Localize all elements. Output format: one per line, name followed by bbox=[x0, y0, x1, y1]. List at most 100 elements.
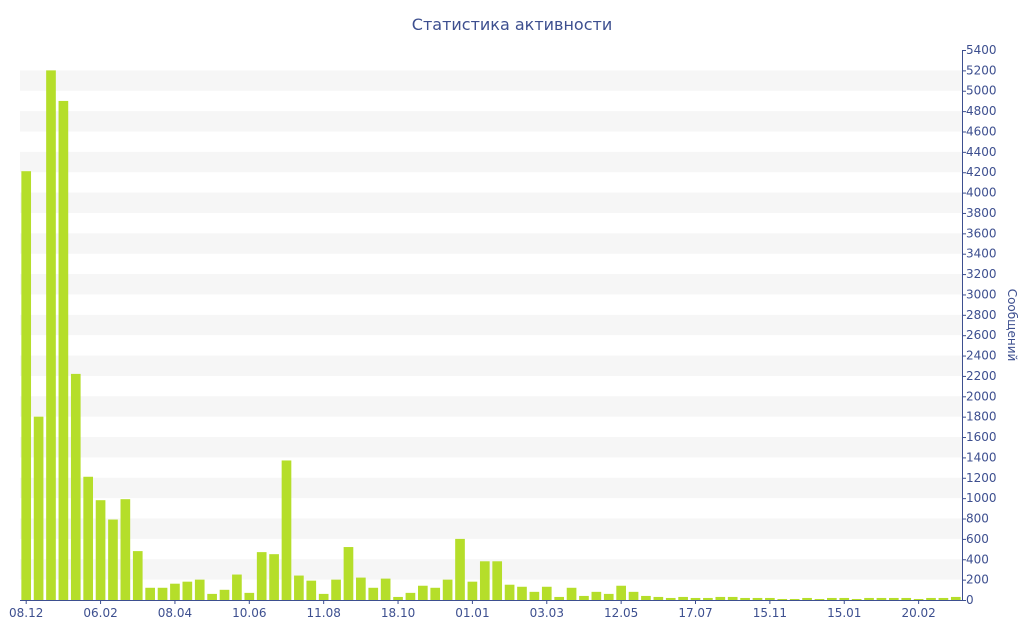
y-tick-label: 5000 bbox=[966, 84, 997, 98]
bar bbox=[839, 597, 850, 600]
y-tick-label: 5200 bbox=[966, 63, 997, 77]
bar bbox=[132, 551, 143, 600]
x-tick-label: 15.01 bbox=[827, 606, 861, 620]
x-tick-label: 01.01 bbox=[455, 606, 489, 620]
bar bbox=[752, 597, 763, 600]
bar bbox=[876, 597, 887, 600]
y-tick-label: 4000 bbox=[966, 186, 997, 200]
y-axis-ticks: 0 200 400 600 800 1000 1200 1400 1600 1800 2000 220… bbox=[962, 43, 997, 607]
bar bbox=[690, 597, 701, 600]
x-tick-label: 18.10 bbox=[381, 606, 415, 620]
bar bbox=[603, 593, 614, 600]
bar bbox=[616, 585, 626, 600]
bar bbox=[207, 593, 217, 600]
bar bbox=[827, 597, 837, 600]
y-tick-label: 3600 bbox=[966, 226, 997, 240]
y-tick-label: 3000 bbox=[966, 287, 997, 301]
grid-band bbox=[20, 477, 962, 499]
grid-band bbox=[20, 151, 962, 173]
bar bbox=[715, 596, 726, 600]
bar bbox=[913, 598, 924, 600]
bar bbox=[889, 597, 899, 600]
y-tick-label: 1000 bbox=[966, 491, 997, 505]
chart-title: Статистика активности bbox=[411, 15, 613, 34]
bar bbox=[120, 499, 131, 600]
bars bbox=[21, 70, 961, 601]
grid-band bbox=[20, 355, 962, 376]
y-tick-label: 800 bbox=[966, 512, 989, 526]
bar bbox=[517, 586, 527, 600]
x-tick-label: 06.02 bbox=[83, 606, 117, 620]
bar bbox=[740, 597, 750, 600]
bar bbox=[777, 598, 788, 600]
y-tick-label: 1400 bbox=[966, 450, 997, 464]
bar bbox=[641, 595, 651, 600]
bar bbox=[157, 587, 168, 600]
y-tick-label: 400 bbox=[966, 552, 989, 566]
y-tick-label: 0 bbox=[966, 593, 974, 607]
y-tick-label: 3200 bbox=[966, 267, 997, 281]
x-axis-ticks: 08.12 06.02 08.04 10.06 11.08 18.10 01.01 03.03… bbox=[9, 600, 936, 620]
bar bbox=[219, 589, 230, 600]
bar bbox=[492, 561, 503, 600]
bar bbox=[46, 70, 56, 601]
grid-band bbox=[20, 437, 962, 458]
bar bbox=[21, 171, 32, 600]
bar bbox=[418, 585, 428, 600]
bar bbox=[591, 591, 602, 600]
y-tick-label: 2200 bbox=[966, 369, 997, 383]
y-tick-label: 4600 bbox=[966, 124, 997, 138]
y-axis-title: Сообщений bbox=[1005, 289, 1019, 362]
bar bbox=[678, 596, 688, 600]
x-tick-label: 12.05 bbox=[604, 606, 638, 620]
y-tick-label: 3400 bbox=[966, 247, 997, 261]
y-tick-label: 1600 bbox=[966, 430, 997, 444]
bar bbox=[306, 580, 317, 600]
bar bbox=[727, 596, 738, 600]
x-tick-label: 20.02 bbox=[901, 606, 935, 620]
grid-band bbox=[20, 518, 962, 539]
bar bbox=[851, 598, 862, 600]
bar bbox=[343, 547, 354, 600]
bar bbox=[802, 597, 812, 600]
y-tick-label: 1800 bbox=[966, 410, 997, 424]
bar bbox=[318, 593, 329, 600]
bar bbox=[541, 586, 552, 600]
bar bbox=[232, 574, 242, 600]
x-tick-label: 10.06 bbox=[232, 606, 266, 620]
y-tick-label: 3800 bbox=[966, 206, 997, 220]
bar bbox=[665, 597, 676, 600]
bar bbox=[554, 596, 565, 600]
bar bbox=[244, 592, 255, 600]
bar bbox=[950, 596, 961, 600]
grid-band bbox=[20, 274, 962, 295]
bar bbox=[294, 575, 304, 600]
x-tick-label: 15.11 bbox=[753, 606, 787, 620]
bar bbox=[356, 577, 366, 600]
bar bbox=[405, 592, 416, 600]
bar bbox=[368, 587, 379, 600]
y-tick-label: 2800 bbox=[966, 308, 997, 322]
grid-band bbox=[20, 111, 962, 132]
bar bbox=[108, 519, 118, 600]
bar bbox=[479, 561, 490, 600]
y-tick-label: 1200 bbox=[966, 471, 997, 485]
grid-band bbox=[20, 559, 962, 580]
bar bbox=[504, 584, 515, 600]
x-tick-label: 03.03 bbox=[530, 606, 564, 620]
bar bbox=[938, 597, 949, 600]
bar bbox=[194, 579, 205, 600]
grid-bands bbox=[20, 70, 962, 580]
bar bbox=[170, 583, 180, 600]
bar bbox=[269, 554, 279, 600]
bar bbox=[380, 578, 391, 600]
bar bbox=[566, 587, 577, 600]
bar bbox=[331, 579, 341, 600]
bar bbox=[814, 598, 825, 600]
axes bbox=[20, 50, 966, 601]
x-tick-label: 08.04 bbox=[158, 606, 192, 620]
bar bbox=[579, 595, 589, 600]
bar bbox=[281, 460, 292, 600]
